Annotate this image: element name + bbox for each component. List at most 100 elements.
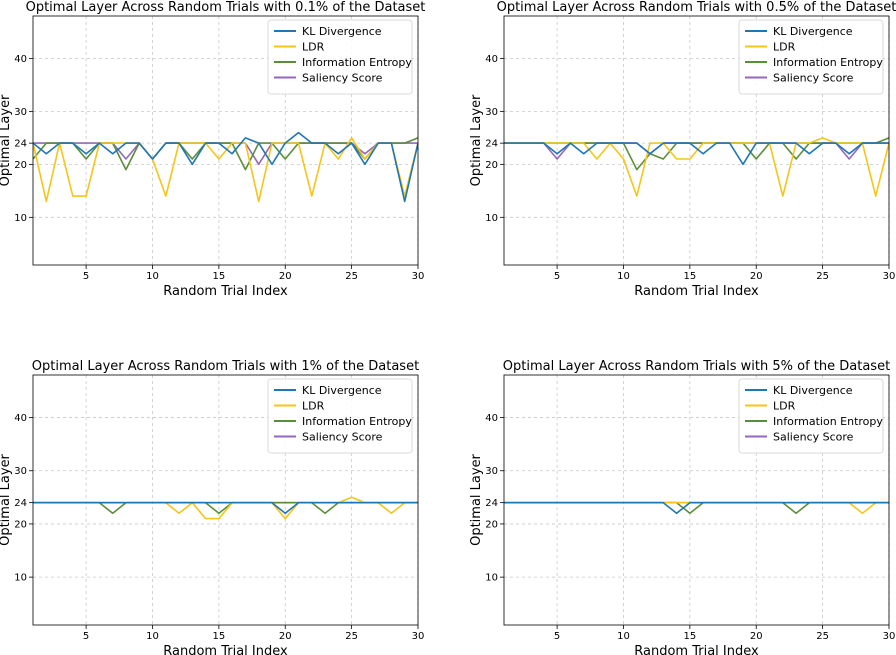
legend-entry: Saliency Score — [302, 72, 383, 85]
chart-panel-3: Optimal Layer Across Random Trials with … — [0, 359, 424, 655]
y-tick-label: 40 — [14, 413, 27, 424]
x-axis-label: Random Trial Index — [634, 644, 759, 655]
y-axis-label: Optimal Layer — [469, 453, 484, 545]
legend: KL Divergence LDR Information Entropy Salie… — [267, 19, 413, 95]
legend-box — [738, 378, 884, 454]
y-tick-label: 24 — [485, 498, 498, 509]
y-tick-label: 24 — [14, 139, 27, 150]
y-axis-label: Optimal Layer — [469, 94, 484, 186]
legend-entry: KL Divergence — [773, 25, 853, 38]
plot-frame — [32, 15, 419, 266]
x-axis-label: Random Trial Index — [634, 284, 759, 299]
y-tick-label: 20 — [485, 160, 498, 171]
x-tick-label: 20 — [279, 271, 292, 282]
chart-title: Optimal Layer Across Random Trials with … — [497, 0, 896, 15]
series-line-ldr — [33, 137, 418, 203]
y-tick-label: 30 — [485, 107, 498, 118]
series-line-ldr — [504, 137, 889, 197]
legend-entry: KL Divergence — [773, 384, 853, 397]
y-tick-label: 40 — [485, 54, 498, 65]
x-tick-label: 30 — [412, 631, 425, 642]
legend-entry: Information Entropy — [302, 56, 412, 69]
y-tick-label: 30 — [14, 466, 27, 477]
x-tick-label: 10 — [617, 271, 630, 282]
legend-entry: Saliency Score — [302, 431, 383, 444]
y-tick-label: 30 — [485, 466, 498, 477]
chart-title: Optimal Layer Across Random Trials with … — [26, 0, 426, 15]
plot-frame — [503, 374, 890, 626]
y-tick-label: 24 — [14, 498, 27, 509]
legend-entry: Information Entropy — [773, 415, 883, 428]
x-tick-label: 5 — [83, 631, 89, 642]
y-tick-label: 20 — [485, 519, 498, 530]
legend: KL Divergence LDR Information Entropy Salie… — [267, 378, 413, 454]
legend-entry: Saliency Score — [773, 431, 854, 444]
series-group — [504, 501, 889, 515]
x-tick-label: 25 — [816, 271, 829, 282]
chart-panel-4: Optimal Layer Across Random Trials with … — [469, 359, 895, 655]
x-tick-label: 10 — [146, 271, 159, 282]
x-tick-label: 10 — [146, 631, 159, 642]
chart-title: Optimal Layer Across Random Trials with … — [32, 359, 419, 374]
plot-frame — [32, 374, 419, 626]
y-tick-label: 40 — [485, 413, 498, 424]
legend-entry: KL Divergence — [302, 384, 382, 397]
x-tick-label: 15 — [683, 271, 696, 282]
x-axis-label: Random Trial Index — [163, 644, 288, 655]
legend-box — [267, 378, 413, 454]
y-tick-label: 20 — [14, 160, 27, 171]
legend-box — [267, 19, 413, 95]
legend-box — [738, 19, 884, 95]
x-tick-label: 20 — [750, 271, 763, 282]
series-group — [33, 496, 418, 520]
legend: KL Divergence LDR Information Entropy Salie… — [738, 378, 884, 454]
x-tick-label: 25 — [816, 631, 829, 642]
series-group — [33, 131, 418, 203]
y-tick-label: 10 — [485, 573, 498, 584]
y-tick-label: 20 — [14, 519, 27, 530]
series-line-kl-divergence — [504, 142, 889, 166]
legend-entry: LDR — [773, 41, 796, 54]
y-tick-label: 40 — [14, 54, 27, 65]
y-tick-label: 30 — [14, 107, 27, 118]
x-tick-label: 10 — [617, 631, 630, 642]
legend-entry: Information Entropy — [302, 415, 412, 428]
x-tick-label: 15 — [683, 631, 696, 642]
x-tick-label: 25 — [345, 631, 358, 642]
y-tick-label: 10 — [14, 213, 27, 224]
x-tick-label: 5 — [83, 271, 89, 282]
y-axis-label: Optimal Layer — [0, 94, 13, 186]
y-axis-label: Optimal Layer — [0, 453, 13, 545]
x-tick-label: 5 — [554, 631, 560, 642]
x-tick-label: 20 — [279, 631, 292, 642]
y-tick-label: 24 — [485, 139, 498, 150]
legend-entry: LDR — [302, 400, 325, 413]
chart-panel-1: Optimal Layer Across Random Trials with … — [0, 0, 425, 299]
series-line-kl-divergence — [33, 501, 418, 515]
x-axis-label: Random Trial Index — [163, 284, 288, 299]
series-line-kl-divergence — [504, 501, 889, 515]
y-tick-label: 10 — [14, 573, 27, 584]
plot-frame — [503, 15, 890, 266]
x-tick-label: 5 — [554, 271, 560, 282]
series-group — [504, 137, 889, 197]
x-tick-label: 30 — [883, 631, 896, 642]
chart-title: Optimal Layer Across Random Trials with … — [503, 359, 890, 374]
legend-entry: KL Divergence — [302, 25, 382, 38]
legend: KL Divergence LDR Information Entropy Salie… — [738, 19, 884, 95]
legend-entry: Information Entropy — [773, 56, 883, 69]
y-tick-label: 10 — [485, 213, 498, 224]
chart-panel-2: Optimal Layer Across Random Trials with … — [469, 0, 896, 299]
x-tick-label: 30 — [412, 271, 425, 282]
legend-entry: LDR — [773, 400, 796, 413]
series-line-information-entropy — [504, 501, 889, 515]
legend-entry: LDR — [302, 41, 325, 54]
series-line-kl-divergence — [33, 131, 418, 203]
legend-entry: Saliency Score — [773, 72, 854, 85]
x-tick-label: 15 — [212, 271, 225, 282]
x-tick-label: 30 — [883, 271, 896, 282]
x-tick-label: 15 — [212, 631, 225, 642]
x-tick-label: 20 — [750, 631, 763, 642]
x-tick-label: 25 — [345, 271, 358, 282]
